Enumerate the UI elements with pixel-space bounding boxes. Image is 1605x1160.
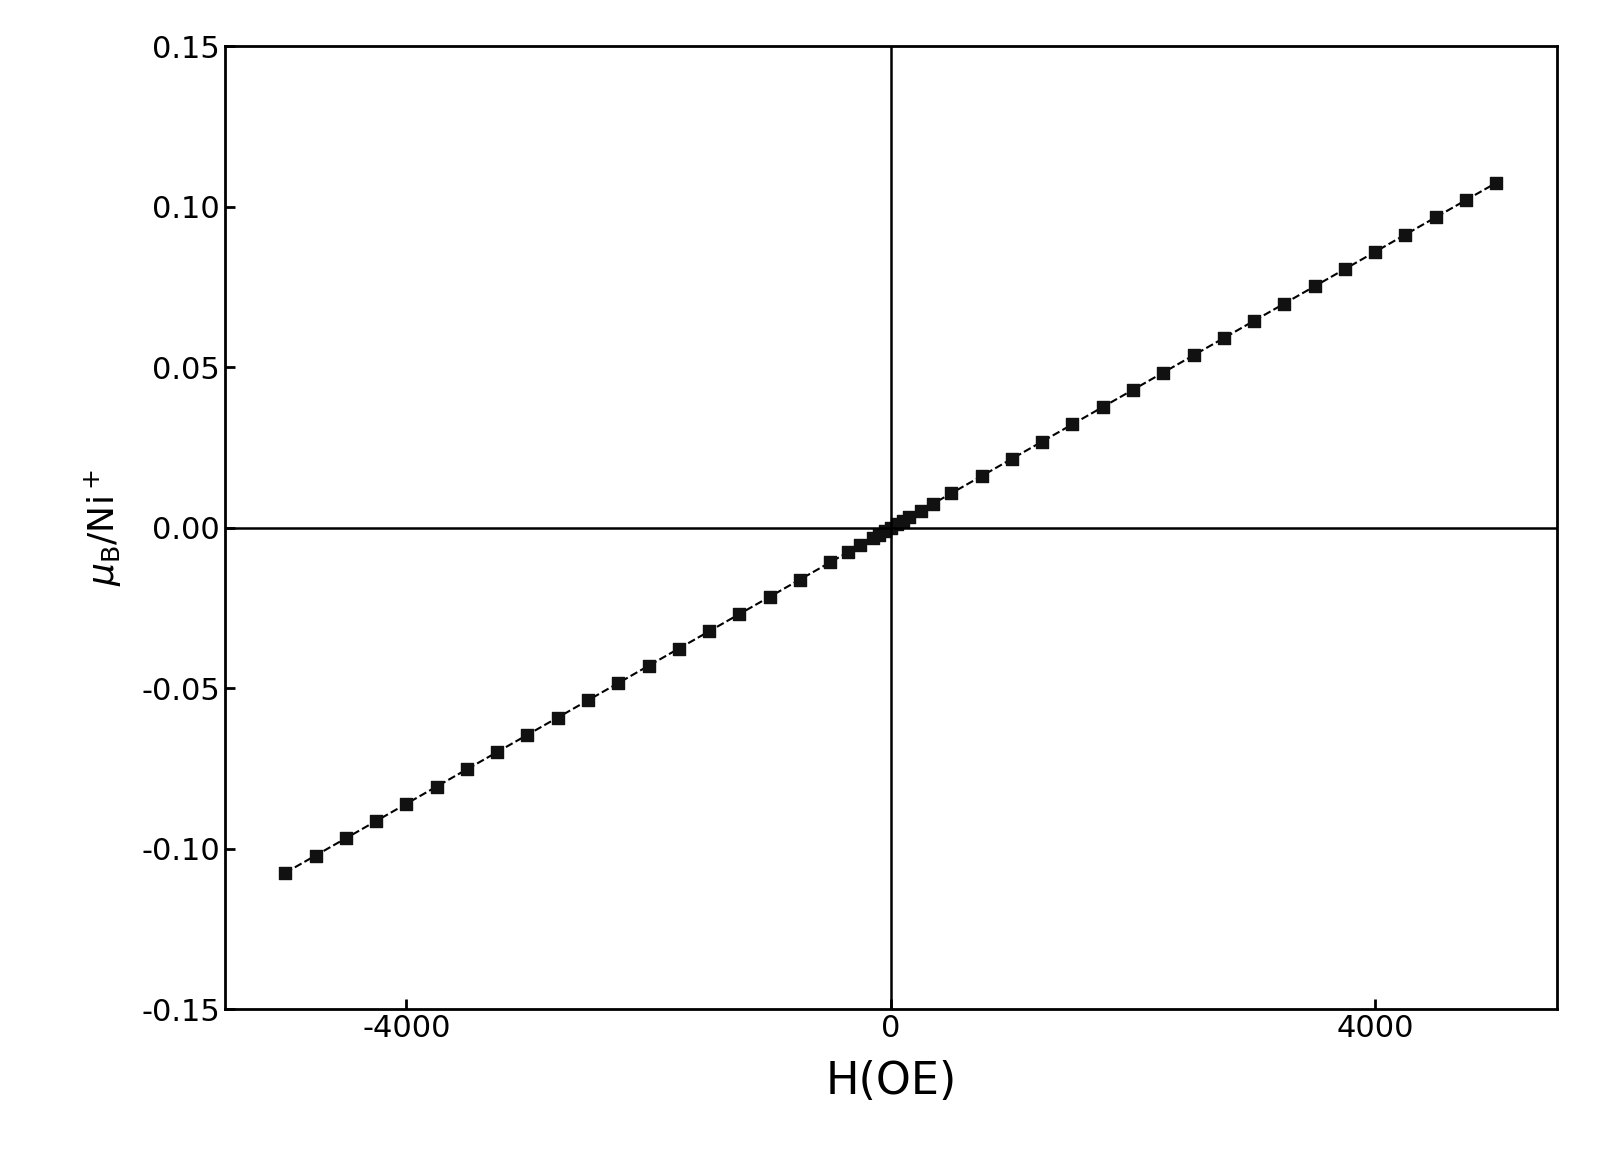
Point [1181,346,1207,364]
Point [515,725,541,744]
Point [636,657,661,675]
Point [273,863,299,882]
Point [1090,398,1115,416]
Point [786,571,812,589]
Point [454,760,480,778]
Point [1029,433,1054,451]
X-axis label: H(OE): H(OE) [825,1060,957,1103]
Point [1332,260,1358,278]
Point [1210,328,1236,347]
Point [363,812,388,831]
Point [575,691,600,710]
Point [878,519,904,537]
Point [727,604,753,623]
Point [605,674,631,693]
Point [758,587,783,606]
Point [1271,295,1297,313]
Point [1302,277,1327,296]
Point [817,553,843,572]
Point [920,494,945,513]
Y-axis label: $\mu_\mathregular{B}$/Ni$^+$: $\mu_\mathregular{B}$/Ni$^+$ [83,470,125,586]
Point [865,525,891,544]
Point [485,742,510,761]
Point [1424,208,1449,226]
Point [1059,415,1085,434]
Point [908,501,934,520]
Point [860,529,886,548]
Point [424,777,449,796]
Point [884,515,910,534]
Point [847,536,873,554]
Point [969,466,995,485]
Point [1453,190,1478,209]
Point [1120,380,1146,399]
Point [836,543,862,561]
Point [939,484,965,502]
Point [303,847,329,865]
Point [1363,242,1388,261]
Point [393,795,419,813]
Point [998,450,1024,469]
Point [1151,363,1176,382]
Point [1483,174,1509,193]
Point [332,829,358,848]
Point [1241,312,1266,331]
Point [872,522,897,541]
Point [1393,225,1419,244]
Point [666,639,692,658]
Point [891,512,916,530]
Point [896,508,921,527]
Point [697,622,722,640]
Point [544,709,571,727]
